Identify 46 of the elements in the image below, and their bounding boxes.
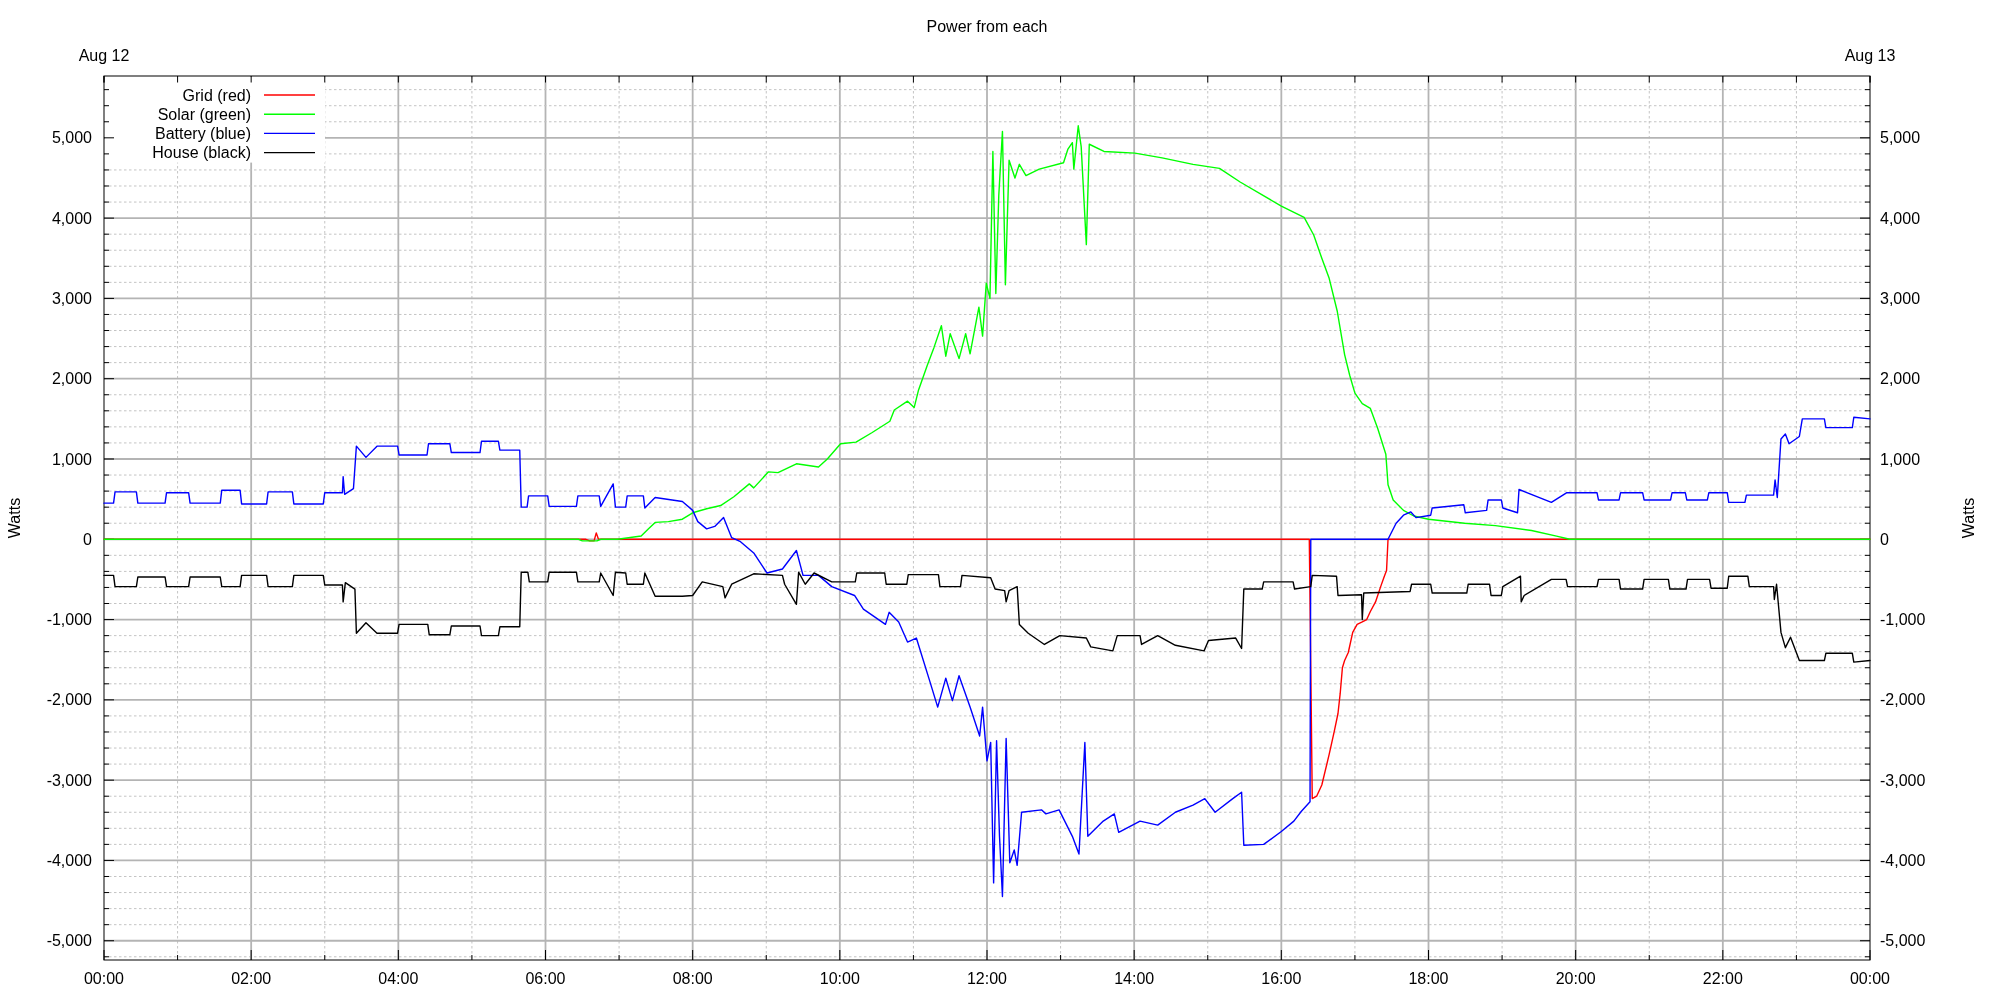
y2-tick-label: 5,000	[1880, 129, 1921, 147]
x-tick-label: 02:00	[231, 970, 272, 987]
y-tick-label: -5,000	[46, 932, 93, 950]
y2-tick-label: 3,000	[1880, 290, 1921, 308]
legend-label: Solar (green)	[157, 105, 251, 123]
y-tick-label: 4,000	[51, 209, 93, 227]
y2-tick-label: 1,000	[1880, 450, 1921, 468]
y-tick-label: 3,000	[51, 290, 93, 308]
x-tick-label: 16:00	[1261, 970, 1302, 987]
x-tick-label: 12:00	[966, 970, 1008, 987]
y2-tick-label: 0	[1880, 530, 1889, 548]
y-tick-label: 2,000	[51, 370, 93, 388]
y-axis-title: Watts	[5, 497, 23, 539]
y-tick-label: 1,000	[51, 450, 93, 468]
y2-tick-label: -2,000	[1880, 691, 1926, 709]
x-tick-label: 14:00	[1114, 970, 1155, 987]
y2-tick-label: 2,000	[1880, 370, 1921, 388]
y-tick-label: -3,000	[46, 771, 93, 789]
legend-label: Battery (blue)	[154, 125, 251, 142]
legend-label: House (black)	[152, 144, 251, 162]
y-tick-label: 0	[83, 530, 93, 548]
x-tick-label: 00:00	[1849, 970, 1891, 987]
x2-tick-label: Aug 13	[1844, 47, 1896, 64]
x-tick-label: 08:00	[672, 970, 713, 987]
y2-tick-label: -3,000	[1880, 771, 1926, 789]
chart-title: Power from each	[926, 18, 1048, 35]
x2-tick-label: Aug 12	[78, 47, 130, 64]
x-tick-label: 18:00	[1408, 970, 1449, 987]
x-tick-label: 10:00	[819, 970, 860, 987]
y-tick-label: 5,000	[51, 129, 93, 147]
x-tick-label: 06:00	[525, 970, 566, 987]
legend-label: Grid (red)	[182, 86, 251, 104]
line-series	[103, 416, 1871, 898]
y2-tick-label: -5,000	[1880, 932, 1926, 950]
y2-tick-label: 4,000	[1880, 209, 1921, 227]
x-tick-label: 04:00	[378, 970, 419, 987]
y2-axis-title: Watts	[1959, 497, 1977, 539]
y-tick-label: -1,000	[46, 611, 93, 629]
x-tick-label: 22:00	[1702, 970, 1743, 987]
y-tick-label: -2,000	[46, 691, 93, 709]
line-series	[103, 125, 1871, 542]
x-tick-label: 20:00	[1555, 970, 1596, 987]
y2-tick-label: -1,000	[1880, 611, 1926, 629]
y2-tick-label: -4,000	[1880, 852, 1926, 870]
y-tick-label: -4,000	[46, 852, 93, 870]
x-tick-label: 00:00	[83, 970, 125, 987]
